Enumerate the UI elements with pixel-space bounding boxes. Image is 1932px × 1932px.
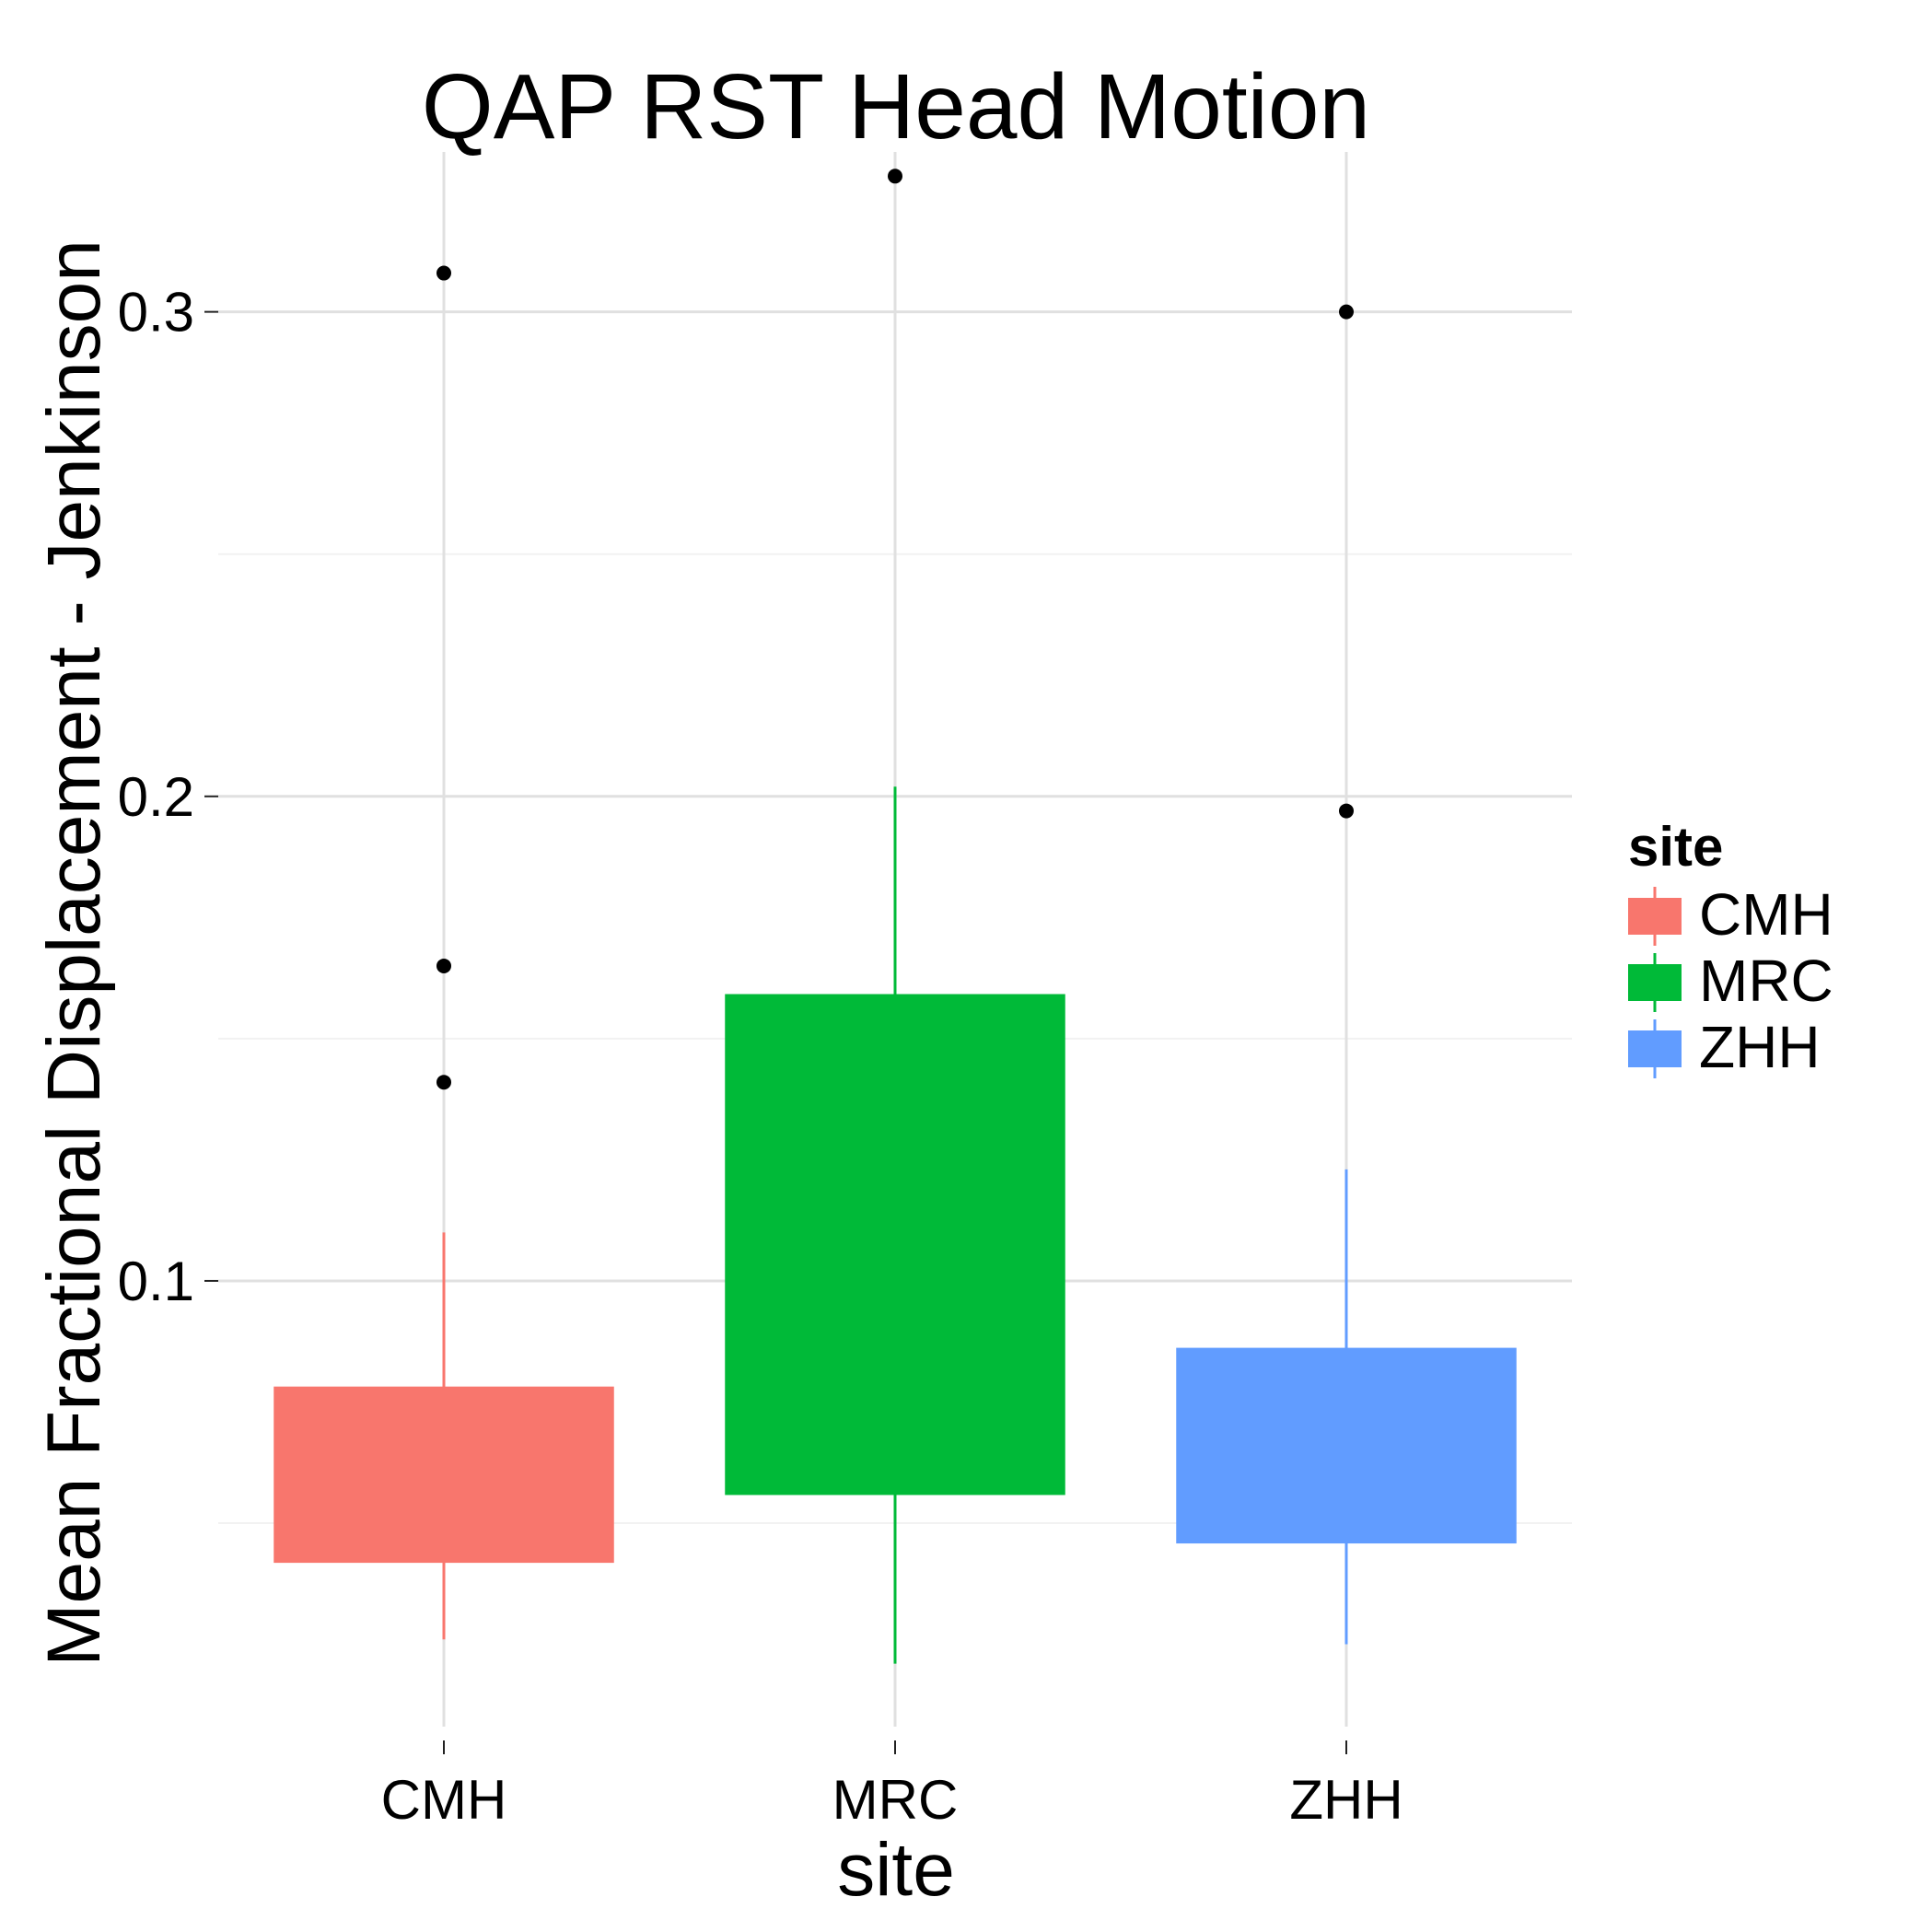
y-tick-label: 0.3	[118, 282, 194, 343]
x-tick-label: MRC	[832, 1769, 959, 1831]
box	[1176, 1347, 1517, 1544]
x-tick-label: ZHH	[1289, 1769, 1402, 1831]
x-tick-label: CMH	[381, 1769, 507, 1831]
legend-title: site	[1628, 816, 1723, 878]
outlier-point	[1339, 803, 1354, 819]
outlier-point	[888, 169, 902, 184]
x-axis-title: site	[837, 1828, 955, 1912]
outlier-point	[436, 265, 451, 281]
box	[725, 994, 1065, 1496]
box	[274, 1386, 614, 1564]
y-axis-title: Mean Fractional Displacement - Jenkinson	[32, 239, 116, 1667]
plot-panel: 0.1 0.2 0.3 CMH MRC ZHH	[118, 152, 1572, 1831]
y-tick-label: 0.1	[118, 1251, 194, 1312]
outlier-point	[436, 958, 451, 973]
legend-label: MRC	[1699, 948, 1833, 1014]
legend-label: CMH	[1699, 881, 1833, 948]
chart-title: QAP RST Head Motion	[422, 55, 1370, 158]
y-tick-label: 0.2	[118, 766, 194, 828]
outlier-point	[1339, 304, 1354, 320]
legend-label: ZHH	[1699, 1014, 1821, 1080]
outlier-point	[436, 1075, 451, 1090]
